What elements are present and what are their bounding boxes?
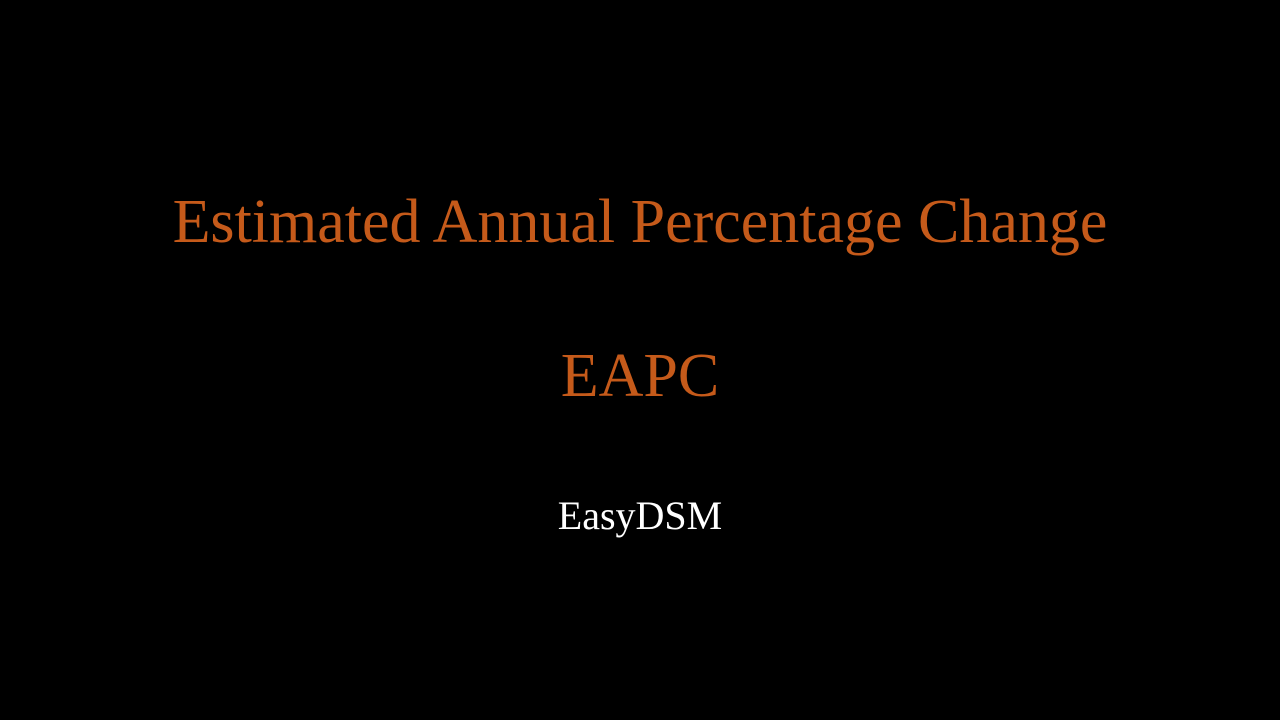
slide-title: Estimated Annual Percentage Change bbox=[172, 188, 1108, 256]
brand-name: EasyDSM bbox=[557, 493, 723, 538]
slide-acronym: EAPC bbox=[560, 342, 720, 410]
